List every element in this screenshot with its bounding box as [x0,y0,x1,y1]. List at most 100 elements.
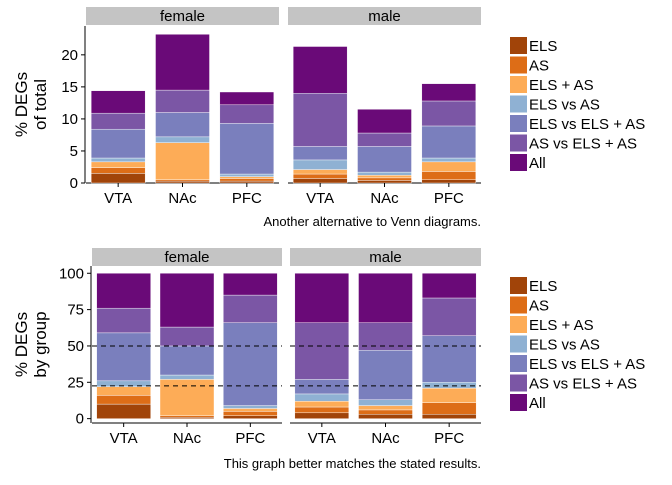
bar-segment-els [90,173,146,184]
bar-segment-els-vs-as [219,173,275,177]
bar-segment-as [357,177,412,181]
legend-swatch [510,296,527,314]
bar-segment-all [90,90,146,114]
facet-strip-label: female [164,249,209,266]
chart-caption: This graph better matches the stated res… [224,456,481,471]
legend-swatch [510,56,527,74]
x-tick-label: VTA [306,190,334,207]
bar-segment-els-vs-els-as [421,125,477,159]
bar-segment-as [90,167,146,174]
bar-segment-els [421,414,477,419]
bar-segment-els [219,180,275,184]
bar-segment-as [294,406,350,414]
bar-segment-as-vs-els-as [155,89,210,113]
legend-swatch [510,316,527,333]
legend-label: AS [529,58,549,75]
bar-segment-as-vs-els-as [358,322,413,351]
bar-segment-all [421,273,477,299]
x-tick-label: PFC [232,190,262,207]
y-axis-label-line: by group [31,311,50,377]
bar-segment-els [292,178,348,184]
legend-swatch [510,115,527,132]
legend-swatch [510,134,527,152]
legend-label: ELS [529,38,557,55]
bar-segment-all [421,83,477,102]
y-tick-label: 100 [59,265,84,282]
legend-label: All [529,155,546,172]
legend-label: AS [529,298,549,315]
bar-segment-as [358,409,413,415]
bar-segment-as-vs-els-as [219,104,275,124]
y-tick-label: 0 [76,411,84,428]
y-tick-label: 75 [67,302,84,319]
legend-swatch [510,154,527,171]
bar-segment-as-vs-els-as [421,100,477,127]
facet-strip-male [290,248,481,266]
bar-segment-as [223,411,278,416]
legend-swatch [510,335,527,353]
y-tick-label: 0 [70,175,78,192]
bar-segment-all [223,273,278,296]
x-tick-label: VTA [104,190,132,207]
legend-label: ELS vs AS [529,337,600,354]
y-tick-label: 50 [67,338,84,355]
x-tick-label: NAc [370,190,399,207]
bar-segment-as-vs-els-as [90,112,146,130]
bar-segment-els [159,416,215,419]
bar-segment-els-as [357,175,412,179]
bar-segment-els-vs-as [357,171,412,176]
bar-segment-as [421,402,477,415]
legend-swatch [510,37,527,54]
y-axis-label-line: % DEGs [12,312,31,377]
bar-segment-els [223,415,278,419]
bar-segment-els [357,180,412,184]
legend-swatch [510,277,527,294]
bar-segment-els-vs-els-as [96,332,151,382]
y-tick-label: 20 [61,47,78,64]
facet-strip-label: male [368,8,401,25]
chart-1: % DEGsof total 0 5 10 15 20 female VTA NAc PFC mal… [12,7,645,229]
y-tick-label: 15 [61,79,78,96]
legend-label: ELS + AS [529,317,594,334]
bar-segment-els-as [155,142,210,180]
bar-segment-els-as [219,176,275,179]
x-tick-label: PFC [434,430,464,447]
bar-segment-all [357,109,412,134]
y-axis-label-line: of total [31,79,50,130]
bar-segment-all [96,273,151,309]
facet-strip-female [92,248,282,266]
bar-segment-as-vs-els-as [96,307,151,334]
legend-label: ELS vs ELS + AS [529,116,645,133]
bar-segment-els [96,403,151,419]
legend-label: AS vs ELS + AS [529,136,637,153]
x-tick-label: PFC [434,190,464,207]
bar-segment-els-as [159,379,215,416]
x-tick-label: NAc [168,190,197,207]
bar-segment-els-vs-as [292,159,348,170]
chart-2: % DEGsby group 0 25 50 75 100 female VTA NAc PFC m… [12,248,645,471]
y-tick-label: 10 [61,111,78,128]
bar-segment-as [159,415,215,418]
bar-segment-as [96,395,151,405]
bar-segment-els-as [292,169,348,175]
bar-segment-all [159,273,215,328]
bar-segment-all [358,273,413,323]
bar-segment-as [219,178,275,182]
x-tick-label: VTA [110,430,138,447]
bar-segment-els-as [96,386,151,396]
bar-segment-els-vs-els-as [421,335,477,383]
bar-segment-as [421,171,477,180]
x-tick-label: NAc [173,430,202,447]
bar-segment-els [358,414,413,419]
legend-label: ELS vs ELS + AS [529,356,645,373]
legend-label: ELS vs AS [529,97,600,114]
bar-segment-els [155,180,210,184]
legend-swatch [510,95,527,113]
y-axis-label-line: % DEGs [12,72,31,137]
bar-segment-all [292,46,348,94]
bar-segment-els-vs-els-as [294,379,350,395]
bar-segment-as-vs-els-as [357,132,412,147]
bar-segment-all [294,273,350,323]
